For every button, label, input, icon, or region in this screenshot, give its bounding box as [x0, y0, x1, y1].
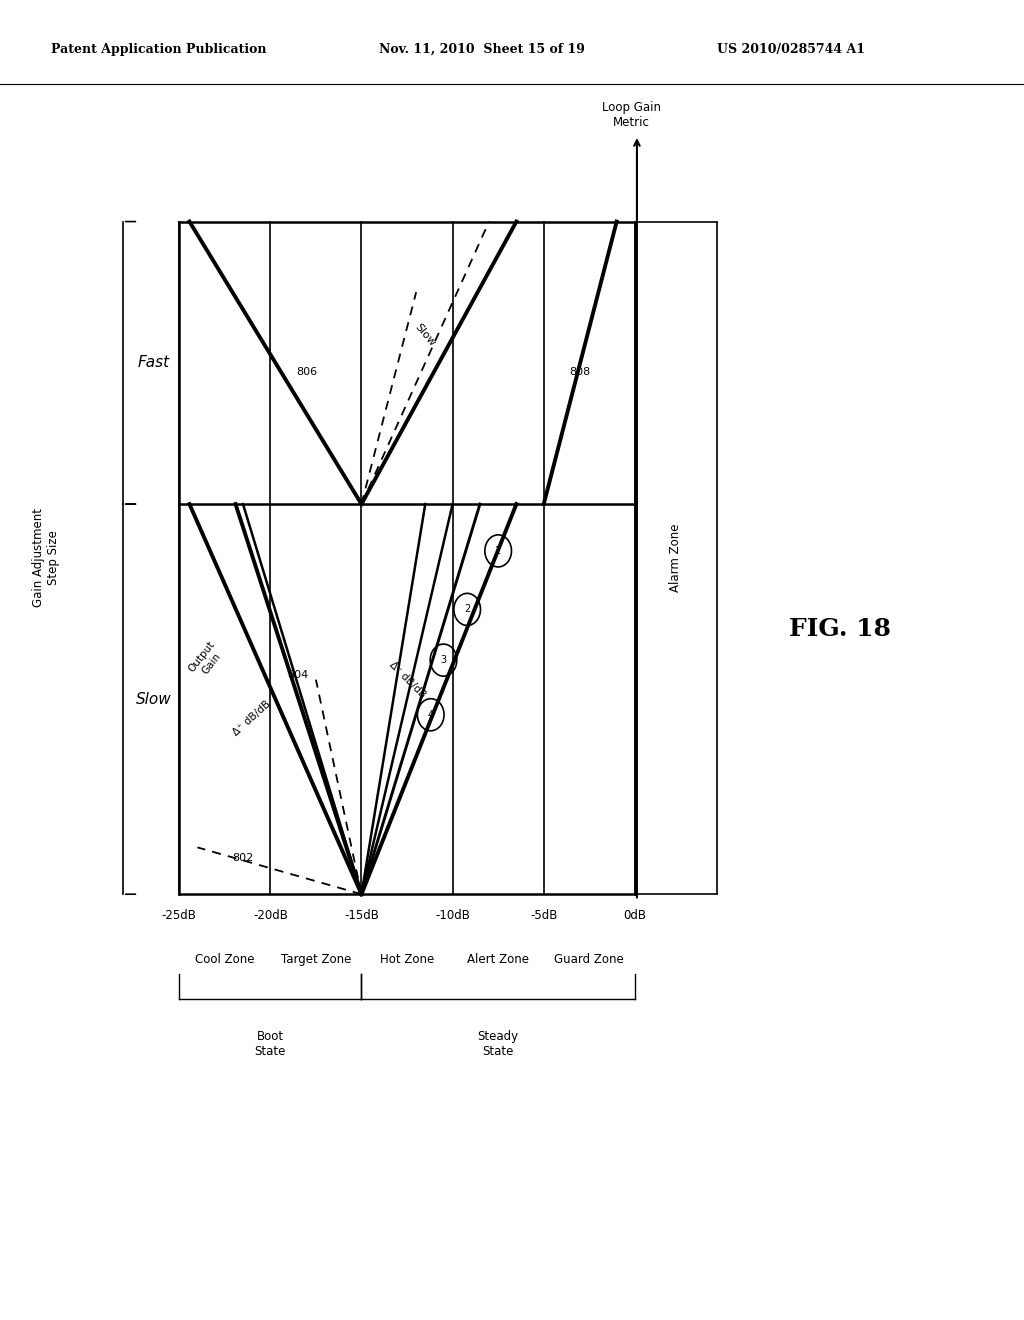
Text: Target Zone: Target Zone: [281, 953, 351, 966]
Text: -5dB: -5dB: [530, 909, 557, 921]
Text: Steady
State: Steady State: [477, 1030, 519, 1057]
Text: Cool Zone: Cool Zone: [195, 953, 255, 966]
Text: US 2010/0285744 A1: US 2010/0285744 A1: [717, 44, 865, 55]
Text: 802: 802: [232, 853, 254, 863]
Text: Slow: Slow: [136, 692, 171, 706]
Text: Slow: Slow: [413, 322, 437, 348]
Text: -10dB: -10dB: [435, 909, 470, 921]
Text: 4: 4: [428, 710, 434, 719]
Text: 0dB: 0dB: [624, 909, 646, 921]
Text: Δ⁺ dB/dB: Δ⁺ dB/dB: [231, 700, 272, 738]
Text: Fast: Fast: [137, 355, 170, 371]
Text: 804: 804: [287, 669, 308, 680]
Text: 2: 2: [464, 605, 470, 614]
Text: 3: 3: [440, 655, 446, 665]
Text: 808: 808: [569, 367, 591, 378]
Text: Guard Zone: Guard Zone: [554, 953, 625, 966]
Text: FIG. 18: FIG. 18: [788, 616, 891, 640]
Text: Patent Application Publication: Patent Application Publication: [51, 44, 266, 55]
Text: Δ⁻ dB/dB: Δ⁻ dB/dB: [387, 660, 427, 700]
Text: Output
Gain: Output Gain: [186, 639, 226, 681]
Text: Nov. 11, 2010  Sheet 15 of 19: Nov. 11, 2010 Sheet 15 of 19: [379, 44, 585, 55]
Text: 1: 1: [496, 546, 501, 556]
Text: Gain Adjustment
Step Size: Gain Adjustment Step Size: [32, 508, 60, 607]
Text: Alert Zone: Alert Zone: [467, 953, 529, 966]
Text: Hot Zone: Hot Zone: [380, 953, 434, 966]
Text: Loop Gain
Metric: Loop Gain Metric: [602, 102, 662, 129]
Text: Alarm Zone: Alarm Zone: [670, 524, 682, 593]
Text: 806: 806: [296, 367, 317, 378]
Text: -20dB: -20dB: [253, 909, 288, 921]
Text: -15dB: -15dB: [344, 909, 379, 921]
Text: -25dB: -25dB: [162, 909, 197, 921]
Text: Boot
State: Boot State: [255, 1030, 286, 1057]
